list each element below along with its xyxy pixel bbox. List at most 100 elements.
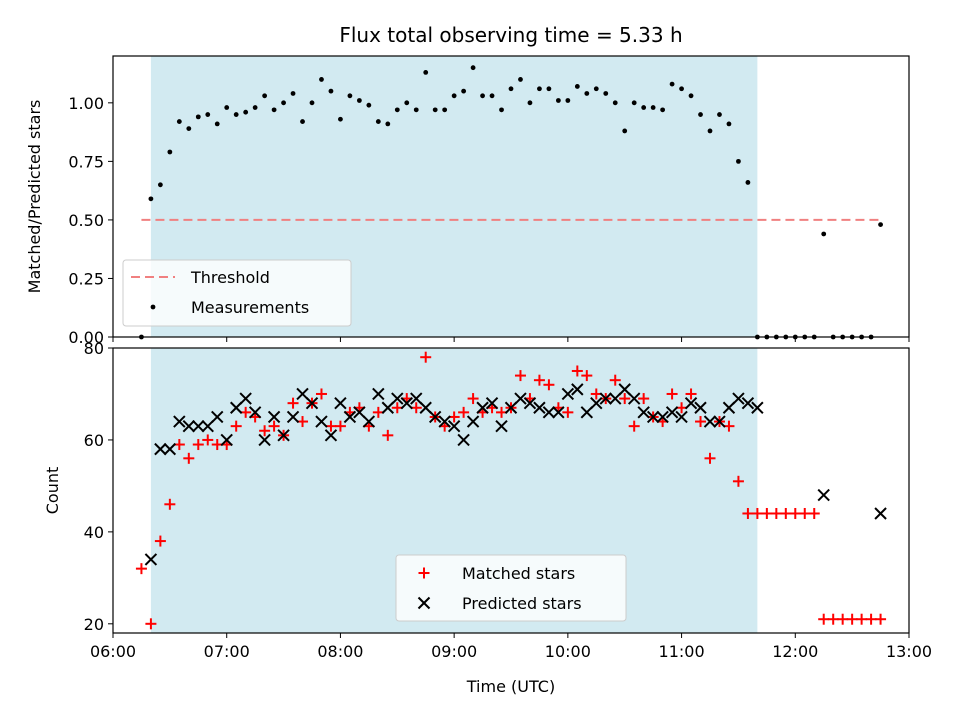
measurement-point bbox=[717, 112, 722, 117]
predicted-star-point bbox=[599, 392, 612, 405]
matched-star-point bbox=[846, 613, 858, 625]
bottom-y-axis-label: Count bbox=[43, 467, 62, 515]
measurement-point bbox=[603, 91, 609, 96]
measurement-point bbox=[584, 91, 590, 96]
measurement-point bbox=[262, 93, 268, 99]
measurement-point bbox=[660, 107, 666, 113]
matched-star-point bbox=[619, 393, 631, 405]
measurement-point bbox=[338, 116, 343, 122]
matched-star-point bbox=[135, 563, 147, 575]
predicted-star-point bbox=[277, 429, 290, 442]
matched-star-point bbox=[837, 613, 849, 625]
measurement-point bbox=[480, 93, 485, 99]
predicted-star-point bbox=[694, 401, 707, 414]
matched-star-point bbox=[609, 374, 621, 386]
matched-star-point bbox=[420, 351, 432, 363]
measurement-point bbox=[214, 121, 220, 127]
measurement-point bbox=[404, 100, 410, 106]
measurement-point bbox=[622, 128, 628, 134]
top-y-axis-label: Matched/Predicted stars bbox=[25, 100, 44, 294]
measurement-point bbox=[669, 81, 675, 87]
predicted-star-point bbox=[495, 419, 508, 433]
matched-star-point bbox=[865, 613, 877, 625]
legend-matched-swatch bbox=[418, 567, 430, 579]
predicted-star-point bbox=[476, 401, 489, 414]
measurement-point bbox=[821, 231, 827, 237]
matched-star-point bbox=[761, 507, 773, 519]
predicted-star-point bbox=[372, 387, 385, 401]
measurement-point bbox=[470, 65, 476, 71]
measurement-point bbox=[641, 105, 647, 110]
measurements-points bbox=[139, 65, 883, 340]
measurement-point bbox=[205, 112, 211, 117]
predicted-star-point bbox=[523, 396, 537, 410]
matched-star-point bbox=[154, 535, 166, 547]
predicted-star-point bbox=[542, 406, 556, 419]
measurement-point bbox=[461, 88, 467, 94]
measurement-point bbox=[565, 98, 571, 103]
measurement-point bbox=[176, 119, 182, 124]
predicted-star-point bbox=[286, 410, 300, 424]
measurement-point bbox=[309, 100, 315, 106]
matched-star-point bbox=[164, 498, 176, 510]
measurement-point bbox=[650, 105, 656, 110]
bottom-x-tick-label: 07:00 bbox=[204, 642, 250, 661]
measurement-point bbox=[328, 88, 334, 94]
matched-star-point bbox=[751, 507, 763, 519]
bottom-x-axis-label: Time (UTC) bbox=[466, 677, 555, 696]
predicted-star-point bbox=[391, 392, 404, 405]
matched-star-point bbox=[315, 388, 327, 400]
matched-star-point bbox=[183, 452, 195, 464]
legend-measurements-swatch bbox=[150, 304, 156, 310]
measurement-point bbox=[878, 222, 883, 228]
matched-star-point bbox=[818, 613, 830, 625]
measurement-point bbox=[319, 77, 324, 82]
predicted-star-point bbox=[485, 396, 499, 410]
matched-star-point bbox=[770, 507, 782, 519]
predicted-star-point bbox=[144, 553, 158, 566]
matched-star-point bbox=[382, 429, 394, 441]
legend-predicted-swatch bbox=[417, 596, 431, 610]
measurement-point bbox=[252, 105, 258, 110]
measurement-point bbox=[736, 158, 741, 164]
predicted-star-point bbox=[296, 387, 309, 401]
bottom-legend-box bbox=[395, 554, 627, 622]
predicted-stars-points bbox=[144, 383, 887, 566]
bottom-y-tick-label: 80 bbox=[84, 339, 104, 358]
measurement-point bbox=[574, 84, 580, 89]
matched-star-point bbox=[695, 416, 707, 428]
top-panel: 0.00 0.25 0.50 0.75 1.00 Flux total observin… bbox=[25, 23, 910, 347]
predicted-star-point bbox=[229, 401, 243, 414]
matched-star-point bbox=[685, 388, 697, 400]
measurement-point bbox=[290, 91, 296, 96]
measurement-point bbox=[527, 100, 533, 106]
matched-star-point bbox=[666, 388, 678, 400]
predicted-star-point bbox=[618, 383, 631, 396]
measurement-point bbox=[707, 128, 713, 134]
measurement-point bbox=[281, 100, 286, 106]
predicted-star-point bbox=[722, 401, 736, 414]
bottom-x-ticks: 06:00 07:00 08:00 09:00 10:00 11:00 12:00 13:00 bbox=[90, 633, 932, 661]
predicted-star-point bbox=[590, 396, 603, 410]
top-y-ticks: 0.00 0.25 0.50 0.75 1.00 bbox=[68, 94, 113, 347]
predicted-star-point bbox=[713, 415, 726, 428]
top-legend: Threshold Measurements bbox=[122, 259, 352, 327]
predicted-star-point bbox=[665, 406, 679, 419]
measurement-point bbox=[442, 107, 448, 113]
bottom-x-tick-label: 10:00 bbox=[545, 642, 591, 661]
predicted-star-point bbox=[438, 415, 451, 428]
predicted-star-point bbox=[258, 433, 271, 447]
measurement-point bbox=[157, 182, 163, 188]
matched-star-point bbox=[742, 507, 754, 519]
measurement-point bbox=[508, 86, 514, 92]
matched-star-point bbox=[334, 420, 346, 432]
matched-star-point bbox=[856, 613, 868, 625]
top-axes-frame bbox=[112, 55, 910, 338]
predicted-star-point bbox=[410, 392, 423, 405]
predicted-star-point bbox=[343, 410, 357, 424]
measurement-point bbox=[679, 86, 684, 92]
predicted-star-point bbox=[561, 387, 575, 401]
predicted-star-point bbox=[334, 396, 347, 410]
predicted-star-point bbox=[419, 401, 432, 414]
